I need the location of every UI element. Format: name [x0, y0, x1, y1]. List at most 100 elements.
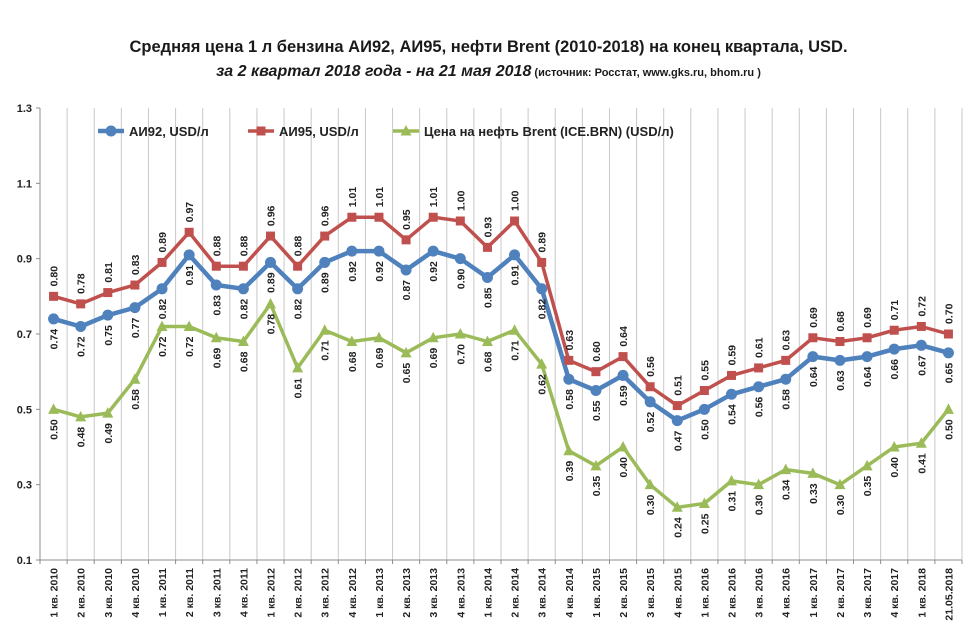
data-label-series-0: 0.52	[645, 412, 657, 433]
marker-series-1	[184, 227, 194, 237]
marker-series-1	[672, 401, 682, 411]
data-label-series-1: 0.89	[157, 232, 169, 253]
x-tick-label: 2 кв. 2015	[618, 568, 630, 618]
marker-series-2	[807, 467, 819, 478]
data-label-series-0: 0.82	[157, 299, 169, 320]
data-labels: 0.74 0.72 0.75 0.77 0.82 0.91 0.83 0.82 0.89 0.82…	[49, 187, 956, 538]
series-line-1	[53, 215, 949, 408]
marker-series-0	[319, 256, 331, 268]
data-label-series-2: 0.50	[943, 419, 955, 440]
data-label-series-2: 0.34	[781, 479, 793, 500]
marker-series-0	[861, 351, 873, 363]
marker-series-0	[536, 283, 548, 295]
legend-label-0: АИ92, USD/л	[129, 124, 209, 139]
x-tick-label: 2 кв. 2013	[401, 568, 413, 618]
marker-series-2	[265, 297, 276, 309]
data-label-series-2: 0.24	[672, 517, 684, 538]
marker-series-2	[75, 410, 87, 422]
data-label-series-1: 0.88	[238, 236, 250, 257]
data-label-series-2: 0.50	[49, 419, 61, 440]
marker-series-1	[266, 231, 275, 241]
data-label-series-1: 0.72	[916, 296, 928, 317]
data-label-series-1: 0.89	[537, 232, 549, 253]
marker-series-1	[347, 212, 357, 222]
marker-series-1	[211, 261, 221, 271]
marker-series-2	[427, 331, 439, 343]
data-label-series-0: 0.50	[699, 419, 711, 440]
marker-series-2	[481, 335, 493, 347]
data-label-series-1: 0.81	[103, 262, 115, 283]
data-label-series-2: 0.71	[320, 340, 332, 361]
data-label-series-1: 0.59	[727, 345, 739, 366]
x-tick-label: 1 кв. 2018	[916, 568, 928, 618]
x-tick-label: 1 кв. 2012	[266, 568, 278, 618]
data-label-series-1: 0.70	[943, 303, 955, 324]
marker-series-1	[618, 352, 628, 362]
marker-series-1	[537, 257, 547, 267]
data-label-series-1: 0.61	[754, 337, 766, 358]
marker-series-2	[726, 474, 737, 486]
data-label-series-2: 0.35	[591, 476, 603, 497]
marker-series-0	[509, 249, 521, 261]
data-label-series-2: 0.30	[645, 495, 657, 516]
x-tick-label: 3 кв. 2016	[754, 568, 766, 618]
marker-series-2	[183, 320, 195, 331]
data-label-series-0: 0.54	[727, 404, 739, 425]
x-tick-label: 4 кв. 2014	[564, 568, 576, 618]
series-lines	[52, 215, 950, 510]
marker-series-1	[238, 261, 248, 271]
x-tick-label: 1 кв. 2011	[157, 568, 169, 617]
marker-series-0	[183, 249, 195, 261]
data-label-series-1: 1.00	[455, 190, 467, 211]
data-label-series-0: 0.67	[916, 355, 928, 376]
y-tick-label: 0.7	[17, 329, 32, 341]
marker-series-1	[699, 386, 709, 395]
data-label-series-2: 0.40	[618, 457, 630, 478]
marker-series-0	[834, 354, 846, 366]
x-tick-label: 3 кв. 2017	[862, 568, 874, 618]
data-label-series-2: 0.49	[103, 423, 115, 444]
marker-series-1	[320, 231, 330, 241]
y-tick-label: 0.1	[17, 555, 32, 567]
data-label-series-1: 0.97	[184, 202, 196, 223]
marker-series-2	[753, 478, 765, 490]
data-label-series-0: 0.82	[293, 299, 305, 320]
marker-series-0	[753, 381, 765, 393]
data-label-series-0: 0.77	[130, 317, 142, 338]
data-label-series-2: 0.48	[76, 427, 88, 448]
x-tick-label: 4 кв. 2011	[238, 568, 250, 617]
marker-series-0	[102, 309, 114, 321]
data-label-series-2: 0.69	[428, 348, 440, 369]
data-label-series-2: 0.72	[184, 336, 196, 357]
x-tick-label: 1 кв. 2015	[591, 568, 603, 618]
data-label-series-0: 0.56	[754, 397, 766, 418]
marker-series-2	[292, 361, 304, 373]
marker-series-0	[427, 245, 439, 257]
chart-subtitle: за 2 квартал 2018 года - на 21 мая 2018	[216, 63, 532, 80]
marker-series-2	[536, 358, 548, 369]
data-label-series-2: 0.61	[293, 378, 305, 399]
axes	[36, 107, 963, 564]
data-label-series-0: 0.89	[320, 272, 332, 293]
marker-series-2	[590, 459, 602, 471]
x-tick-label: 1 кв. 2016	[699, 568, 711, 618]
data-label-series-0: 0.55	[591, 400, 603, 421]
marker-series-0	[617, 369, 629, 381]
data-label-series-2: 0.62	[537, 374, 549, 395]
data-label-series-0: 0.83	[211, 295, 223, 316]
chart-source: (источник: Росстат, www.gks.ru, bhom.ru …	[531, 67, 761, 79]
marker-series-2	[400, 346, 412, 358]
marker-series-2	[509, 324, 521, 335]
marker-series-1	[103, 288, 113, 298]
marker-series-2	[861, 459, 873, 471]
marker-series-0	[780, 373, 792, 385]
data-label-series-2: 0.33	[808, 483, 820, 504]
legend-marker-0	[105, 125, 117, 137]
data-label-series-1: 0.64	[618, 326, 630, 347]
data-label-series-0: 0.82	[238, 299, 250, 320]
chart-title: Средняя цена 1 л бензина АИ92, АИ95, неф…	[129, 38, 848, 56]
data-label-series-1: 0.63	[564, 330, 576, 351]
marker-series-2	[454, 328, 466, 339]
x-tick-label: 2 кв. 2012	[293, 568, 305, 618]
x-tick-label: 1 кв. 2017	[808, 568, 820, 618]
